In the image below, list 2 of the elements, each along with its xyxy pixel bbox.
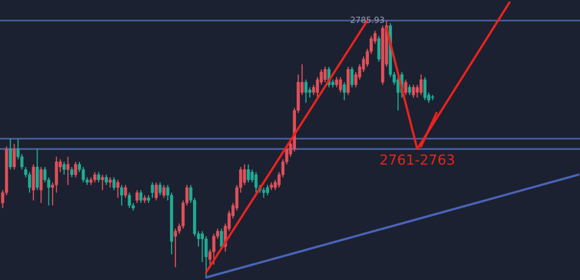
annotation: 2761-2763 [380,154,454,165]
annotation: 2785.93 [350,16,384,23]
